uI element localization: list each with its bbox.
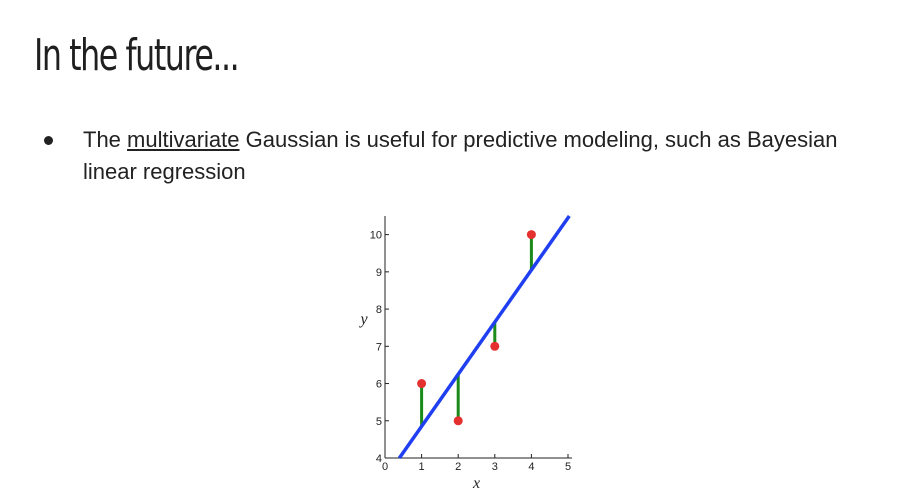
- x-tick-label: 4: [528, 461, 534, 473]
- bullet-text-underlined: multivariate: [127, 127, 240, 152]
- y-axis-label: y: [358, 311, 368, 328]
- y-tick-label: 4: [376, 453, 382, 465]
- y-tick-label: 5: [376, 416, 382, 428]
- x-axis-label: x: [472, 475, 480, 492]
- x-tick-label: 1: [419, 461, 425, 473]
- slide-title: In the future...: [34, 30, 240, 81]
- y-tick-label: 8: [376, 304, 382, 316]
- bullet-text-before: The: [83, 127, 128, 152]
- y-tick-label: 9: [376, 267, 382, 279]
- data-point: [490, 341, 500, 351]
- x-tick-label: 5: [565, 461, 571, 473]
- x-tick-label: 0: [382, 461, 388, 473]
- bullet-text: The multivariate Gaussian is useful for …: [83, 124, 864, 188]
- bullet-text-after: Gaussian is useful for predictive modeli…: [83, 127, 838, 184]
- x-tick-label: 2: [455, 461, 461, 473]
- data-point: [417, 379, 427, 389]
- chart-ticks: 0 1 2 3 4 5 4 5 6 7 8 9 10: [370, 230, 571, 473]
- y-tick-label: 6: [376, 379, 382, 391]
- y-tick-label: 10: [370, 230, 382, 242]
- data-point: [526, 230, 536, 240]
- data-point: [453, 416, 463, 426]
- x-tick-label: 3: [492, 461, 498, 473]
- fit-line: [397, 214, 571, 460]
- chart-marks: [397, 214, 571, 460]
- bullet-item: The multivariate Gaussian is useful for …: [44, 124, 864, 188]
- y-tick-label: 7: [376, 341, 382, 353]
- chart-axes: [384, 216, 572, 459]
- bullet-dot: [44, 136, 53, 145]
- regression-chart: 0 1 2 3 4 5 4 5 6 7 8 9 10 x y: [358, 214, 572, 492]
